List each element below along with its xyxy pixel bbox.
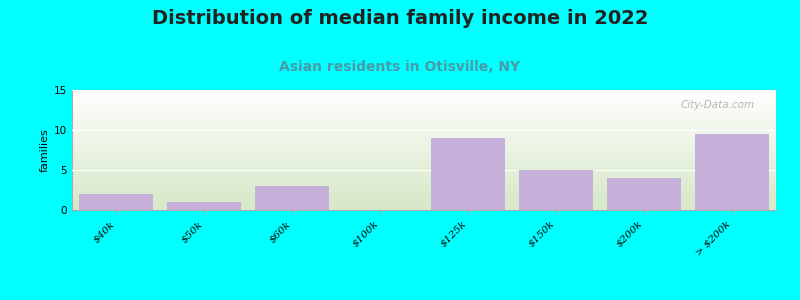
Text: City-Data.com: City-Data.com: [681, 100, 755, 110]
Text: Distribution of median family income in 2022: Distribution of median family income in …: [152, 9, 648, 28]
Bar: [254, 186, 330, 210]
Bar: [518, 170, 594, 210]
Bar: [166, 202, 242, 210]
Bar: [78, 194, 154, 210]
Bar: [694, 134, 770, 210]
Bar: [606, 178, 682, 210]
Y-axis label: families: families: [40, 128, 50, 172]
Text: Asian residents in Otisville, NY: Asian residents in Otisville, NY: [279, 60, 521, 74]
Bar: [430, 138, 506, 210]
